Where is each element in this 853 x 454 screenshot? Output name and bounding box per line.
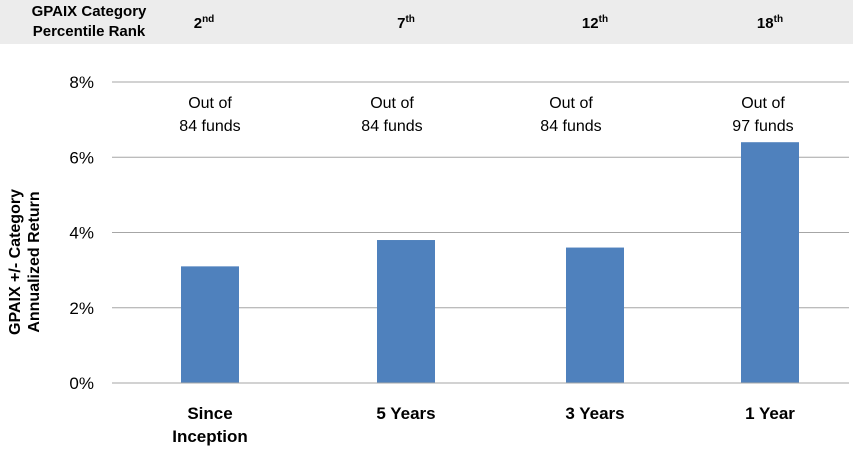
y-tick-labels: 0% 2% 4% 6% 8% <box>69 73 94 393</box>
bars <box>181 142 799 383</box>
y-axis-label-line: GPAIX +/- Category <box>7 189 24 335</box>
rank-since-inception: 2nd <box>193 14 215 33</box>
bar <box>741 142 799 383</box>
category-labels: Since Inception 5 Years 3 Years 1 Year <box>172 404 795 446</box>
bar <box>377 240 435 383</box>
fund-count-annotation: 97 funds <box>732 118 793 135</box>
rank-5-years: 7th <box>397 14 415 33</box>
y-axis-label-line: Annualized Return <box>26 191 43 332</box>
y-tick-label: 6% <box>69 148 94 167</box>
rank-1-year: 18th <box>756 14 784 33</box>
fund-count-annotation: Out of <box>370 95 414 112</box>
fund-count-annotation: Out of <box>549 95 593 112</box>
fund-count-annotation: Out of <box>188 95 232 112</box>
bar <box>181 266 239 383</box>
category-label: Since <box>187 404 232 423</box>
fund-count-annotation: 84 funds <box>361 118 422 135</box>
fund-count-annotation: 84 funds <box>540 118 601 135</box>
rank-header-band: GPAIX Category Percentile Rank 2nd 7th 1… <box>0 0 853 44</box>
category-label: 5 Years <box>376 404 435 423</box>
rank-row-label-line1: GPAIX Category <box>31 3 147 20</box>
y-tick-label: 8% <box>69 73 94 92</box>
rank-3-years: 12th <box>581 14 609 33</box>
fund-count-annotation: 84 funds <box>179 118 240 135</box>
category-label: 1 Year <box>745 404 795 423</box>
category-label: 3 Years <box>565 404 624 423</box>
y-tick-label: 0% <box>69 374 94 393</box>
category-label: Inception <box>172 427 248 446</box>
y-tick-label: 2% <box>69 299 94 318</box>
bar <box>566 247 624 383</box>
y-axis-label: GPAIX +/- Category Annualized Return <box>7 189 43 335</box>
y-tick-label: 4% <box>69 224 94 243</box>
fund-count-annotations: Out of 84 funds Out of 84 funds Out of 84 fun… <box>179 95 793 135</box>
fund-count-annotation: Out of <box>741 95 785 112</box>
rank-row-label-line2: Percentile Rank <box>32 23 146 40</box>
rank-row-label: GPAIX Category Percentile Rank <box>4 2 174 42</box>
